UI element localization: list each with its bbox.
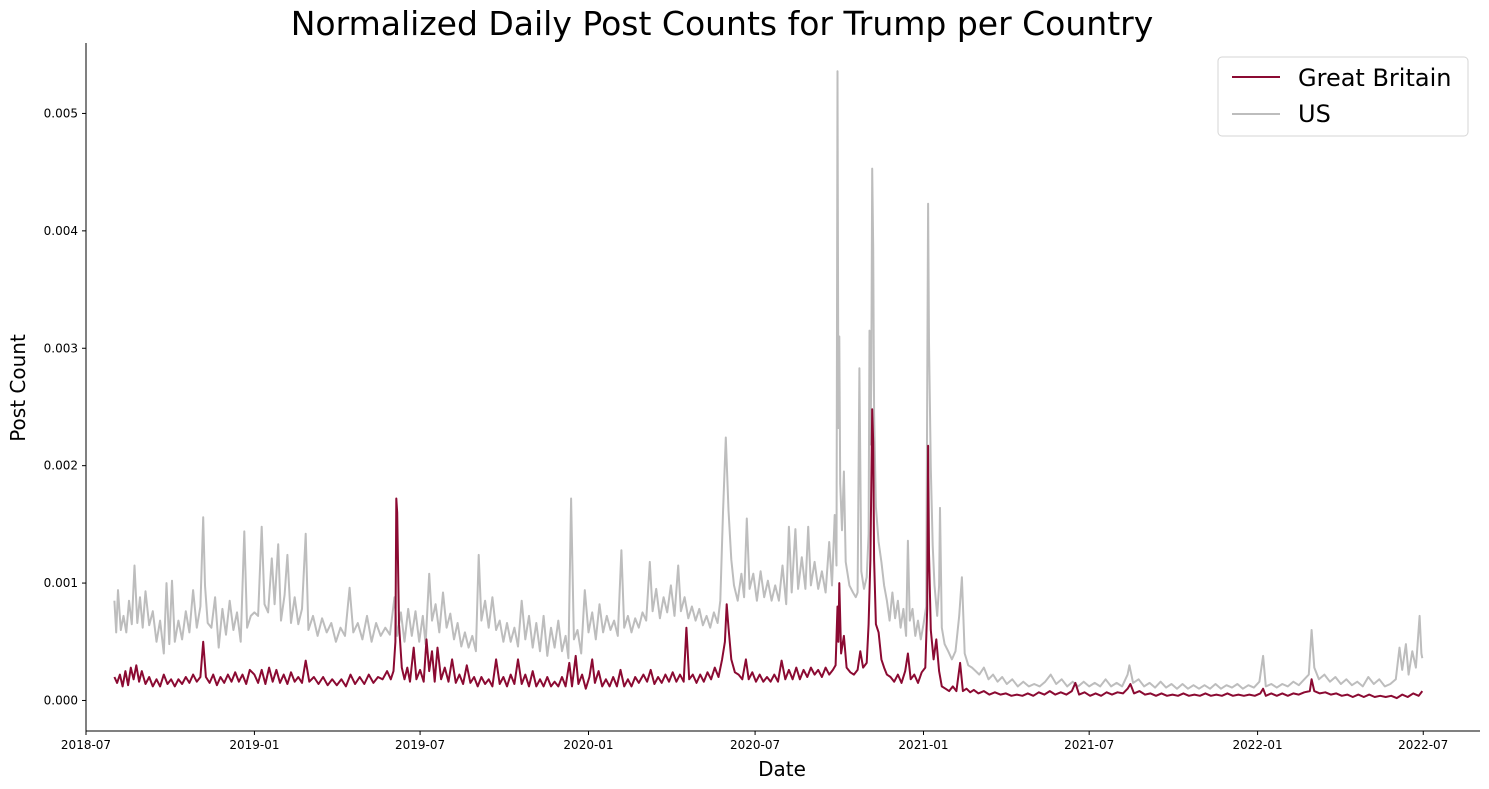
y-tick-label: 0.004 xyxy=(44,224,78,238)
y-tick-label: 0.002 xyxy=(44,459,78,473)
y-tick-label: 0.000 xyxy=(44,693,78,707)
chart-title: Normalized Daily Post Counts for Trump p… xyxy=(291,4,1153,43)
x-tick-label: 2022-07 xyxy=(1398,738,1448,752)
x-tick-label: 2018-07 xyxy=(61,738,111,752)
plot-area: 2018-07 2019-01 2019-07 2020-01 2020-07 2021-… xyxy=(44,43,1480,752)
legend-label-great-britain: Great Britain xyxy=(1298,64,1451,92)
x-tick-label: 2020-01 xyxy=(563,738,613,752)
series-line-us xyxy=(113,70,1424,690)
x-tick-label: 2019-07 xyxy=(395,738,445,752)
y-axis-ticks: 0.000 0.001 0.002 0.003 0.004 0.005 xyxy=(44,106,86,707)
x-tick-label: 2021-01 xyxy=(898,738,948,752)
legend-frame xyxy=(1217,56,1469,137)
series-line-great-britain xyxy=(113,408,1424,700)
x-tick-label: 2019-01 xyxy=(229,738,279,752)
legend: Great Britain US xyxy=(1217,56,1469,137)
x-axis-label: Date xyxy=(758,757,806,781)
x-axis-ticks: 2018-07 2019-01 2019-07 2020-01 2020-07 2021-… xyxy=(61,731,1448,752)
y-tick-label: 0.003 xyxy=(44,341,78,355)
legend-label-us: US xyxy=(1298,100,1331,128)
y-tick-label: 0.005 xyxy=(44,106,78,120)
x-tick-label: 2020-07 xyxy=(730,738,780,752)
x-tick-label: 2021-07 xyxy=(1064,738,1114,752)
x-tick-label: 2022-01 xyxy=(1233,738,1283,752)
y-tick-label: 0.001 xyxy=(44,576,78,590)
y-axis-label: Post Count xyxy=(6,334,30,442)
series-layer xyxy=(113,70,1424,700)
